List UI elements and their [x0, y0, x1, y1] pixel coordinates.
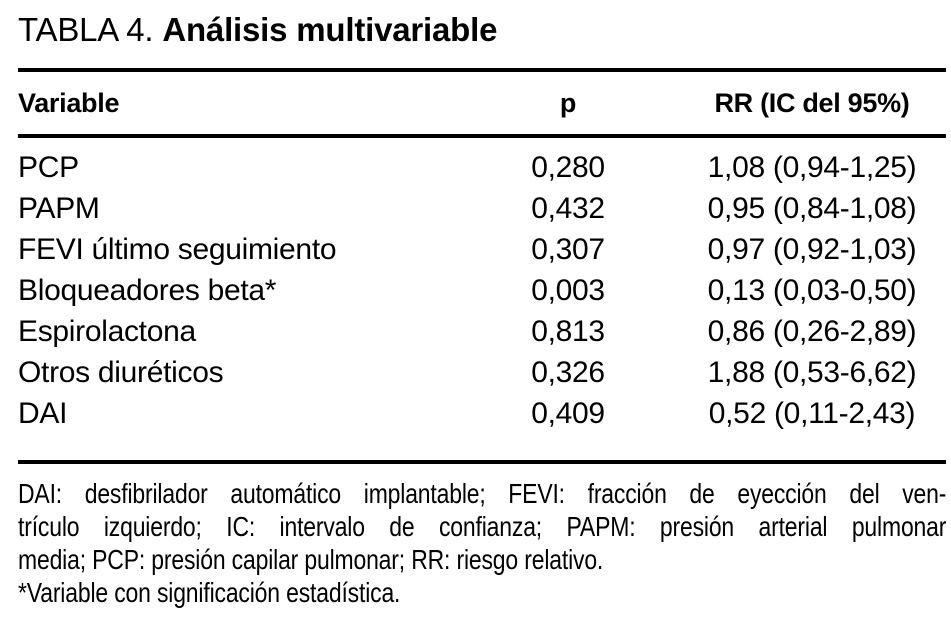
table-row: PAPM 0,432 0,95 (0,84-1,08) [18, 188, 946, 229]
table-row: PCP 0,280 1,08 (0,94-1,25) [18, 147, 946, 188]
table-container: TABLA 4. Análisis multivariable Variable… [18, 10, 946, 609]
table-row: Bloqueadores beta* 0,003 0,13 (0,03-0,50… [18, 270, 946, 311]
rr-value-cell: 0,97 (0,92-1,03) [707, 232, 917, 266]
rr-value-cell: 0,86 (0,26-2,89) [707, 314, 917, 348]
variable-cell: Espirolactona [18, 314, 196, 348]
variable-cell: PAPM [18, 191, 100, 225]
p-value-cell: 0,813 [531, 314, 605, 348]
variable-cell: DAI [18, 396, 68, 430]
abbreviation-note-line: trículo izquierdo; IC: intervalo de conf… [18, 511, 947, 542]
rr-value-cell: 0,52 (0,11-2,43) [708, 396, 916, 430]
bottom-rule [18, 460, 946, 464]
p-value-cell: 0,307 [531, 232, 605, 266]
table-title-text: Análisis multivariable [162, 11, 498, 48]
p-value-cell: 0,326 [531, 355, 605, 389]
table-footnote: DAI: desfibrilador automático implantabl… [18, 477, 946, 609]
variable-cell: Otros diuréticos [18, 355, 224, 389]
column-header-variable: Variable [18, 87, 120, 118]
table-title: TABLA 4. Análisis multivariable [18, 10, 946, 50]
p-value-cell: 0,432 [531, 191, 605, 225]
rr-value-cell: 0,13 (0,03-0,50) [707, 273, 917, 307]
rr-value-cell: 1,08 (0,94-1,25) [707, 150, 917, 184]
header-rule [18, 134, 946, 138]
column-header-rr: RR (IC del 95%) [714, 87, 910, 118]
rr-value-cell: 0,95 (0,84-1,08) [707, 191, 917, 225]
table-number-label: TABLA 4. [18, 11, 154, 48]
table-row: Otros diuréticos 0,326 1,88 (0,53-6,62) [18, 352, 946, 393]
variable-cell: FEVI último seguimiento [18, 232, 337, 266]
significance-note: *Variable con significación estadística. [18, 577, 401, 608]
table-row: FEVI último seguimiento 0,307 0,97 (0,92… [18, 229, 946, 270]
table-header-row: Variable p RR (IC del 95%) [18, 72, 946, 134]
p-value-cell: 0,003 [531, 273, 605, 307]
table-row: Espirolactona 0,813 0,86 (0,26-2,89) [18, 311, 946, 352]
table-row: DAI 0,409 0,52 (0,11-2,43) [18, 393, 946, 434]
top-rule [18, 68, 946, 72]
abbreviation-note-line: DAI: desfibrilador automático implantabl… [18, 478, 947, 509]
abbreviation-note-line: media; PCP: presión capilar pulmonar; RR… [18, 544, 604, 575]
variable-cell: PCP [18, 150, 79, 184]
column-header-p: p [559, 87, 577, 118]
table-body: PCP 0,280 1,08 (0,94-1,25) PAPM 0,432 0,… [18, 138, 946, 460]
variable-cell: Bloqueadores beta* [18, 273, 277, 307]
p-value-cell: 0,409 [531, 396, 605, 430]
p-value-cell: 0,280 [531, 150, 605, 184]
rr-value-cell: 1,88 (0,53-6,62) [707, 355, 917, 389]
